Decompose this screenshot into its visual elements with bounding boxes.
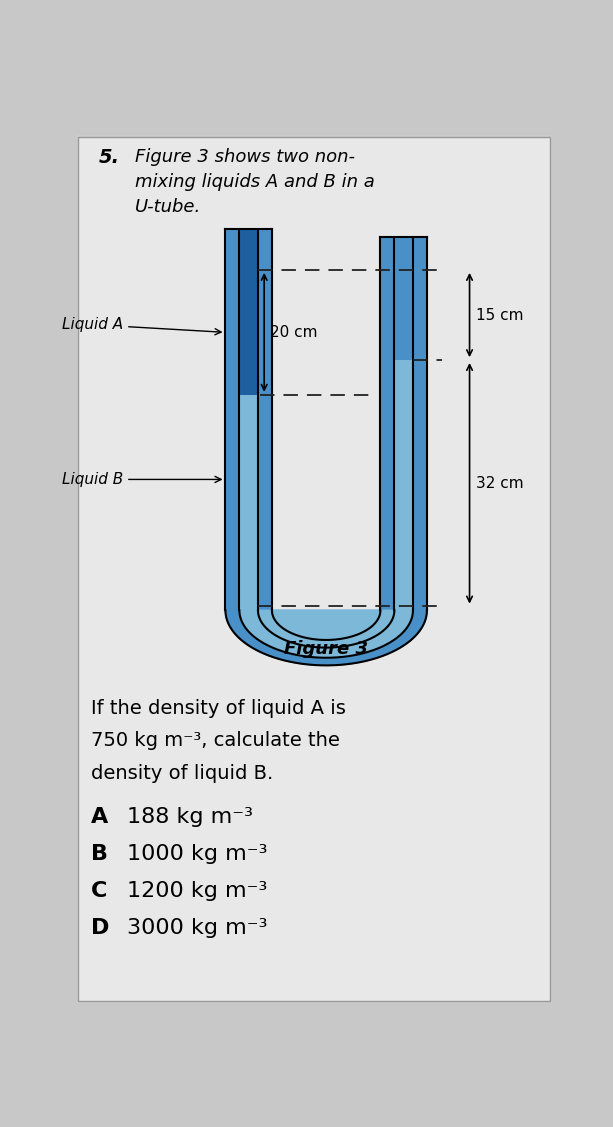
Text: 5.: 5. [98,149,120,167]
Text: 188 kg m⁻³: 188 kg m⁻³ [127,807,253,827]
Text: density of liquid B.: density of liquid B. [91,764,273,782]
Text: If the density of liquid A is: If the density of liquid A is [91,699,346,718]
Bar [226,229,272,611]
Text: A: A [91,807,108,827]
Polygon shape [239,611,413,658]
Text: 750 kg m⁻³, calculate the: 750 kg m⁻³, calculate the [91,731,340,751]
Text: D: D [91,919,109,939]
Text: 1000 kg m⁻³: 1000 kg m⁻³ [127,844,267,864]
Bar [239,394,258,611]
Text: C: C [91,881,107,902]
Polygon shape [226,611,427,665]
Text: Figure 3: Figure 3 [284,640,368,658]
Text: Figure 3 shows two non-
mixing liquids A and B in a
U-tube.: Figure 3 shows two non- mixing liquids A… [135,149,375,216]
Bar [239,229,258,394]
Bar [394,361,413,611]
Text: 3000 kg m⁻³: 3000 kg m⁻³ [127,919,267,939]
Text: 20 cm: 20 cm [270,325,318,340]
Text: B: B [91,844,107,864]
Text: Liquid B: Liquid B [62,472,221,487]
Text: 1200 kg m⁻³: 1200 kg m⁻³ [127,881,267,902]
Text: 32 cm: 32 cm [476,476,524,490]
Text: Liquid A: Liquid A [62,317,221,335]
Text: 15 cm: 15 cm [476,308,524,322]
Bar [381,237,427,611]
